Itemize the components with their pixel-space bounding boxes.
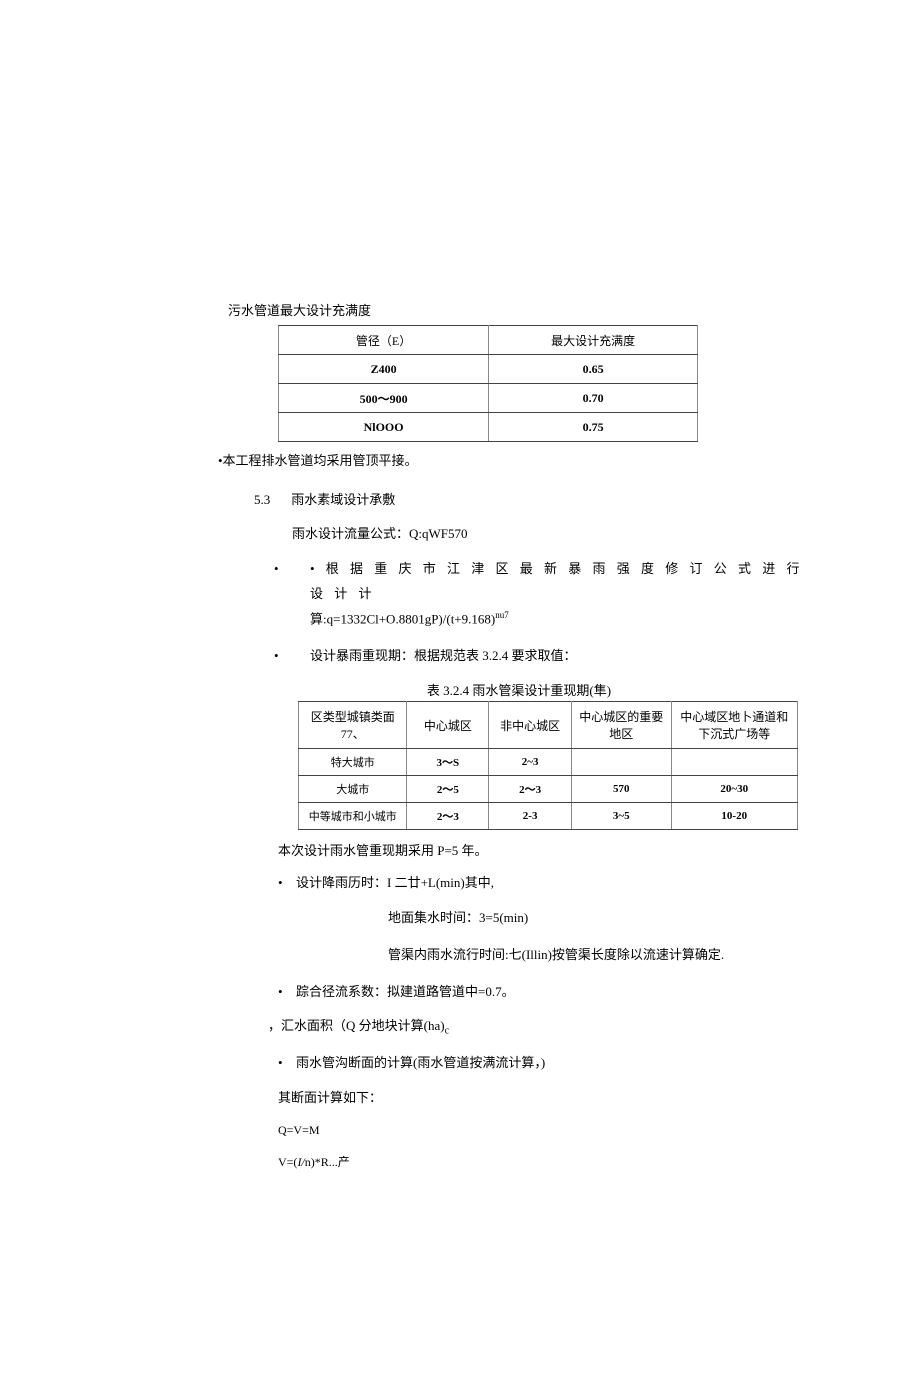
table-fill-degree: 管径（E） 最大设计充满度 Z400 0.65 500～900 0.70 NlO… xyxy=(278,325,698,442)
section2-heading: 5.3 雨水素域设计承敷 xyxy=(254,489,810,508)
table-return-period: 区类型城镇类面 77、 中心城区 非中心城区 中心城区的重要地区 中心域区地卜通… xyxy=(298,701,798,830)
table-cell: 0.70 xyxy=(489,384,698,413)
bullet-icon: • xyxy=(278,980,296,1005)
table-header-cell: 管径（E） xyxy=(279,326,489,355)
runoff-text: 踪合径流系数：拟建道路管道中=0.7。 xyxy=(296,984,515,999)
table-cell: 大城市 xyxy=(299,776,407,803)
table-row: 特大城市 3～S 2~3 xyxy=(299,749,798,776)
formula-v: V=(I/n)*R...产 xyxy=(278,1152,810,1174)
after-table-text: 本次设计雨水管重现期采用 P=5 年。 xyxy=(278,840,810,859)
table-cell: 特大城市 xyxy=(299,749,407,776)
section-title: 雨水素域设计承敷 xyxy=(291,492,395,507)
table-header-cell: 区类型城镇类面 77、 xyxy=(299,702,407,749)
table-cell: Z400 xyxy=(279,355,489,384)
runoff-bullet: •踪合径流系数：拟建道路管道中=0.7。 xyxy=(278,980,810,1005)
table-cell xyxy=(671,749,797,776)
table-row: Z400 0.65 xyxy=(279,355,698,384)
table-row: 管径（E） 最大设计充满度 xyxy=(279,326,698,355)
table-header-cell: 非中心城区 xyxy=(489,702,572,749)
table-cell: 2-3 xyxy=(489,803,572,830)
table-header-cell: 中心城区的重要地区 xyxy=(572,702,672,749)
table-row: NlOOO 0.75 xyxy=(279,413,698,442)
table-cell: NlOOO xyxy=(279,413,489,442)
table-header-cell: 最大设计充满度 xyxy=(489,326,698,355)
calc-sup: nu7 xyxy=(495,610,509,620)
bullet-icon: • xyxy=(278,1051,296,1076)
section-calc-text: 雨水管沟断面的计算(雨水管道按满流计算，) xyxy=(296,1055,545,1070)
section-calc-bullet: •雨水管沟断面的计算(雨水管道按满流计算，) xyxy=(278,1051,810,1076)
col-label: 管径（E） xyxy=(356,334,411,348)
table-cell: 500～900 xyxy=(279,384,489,413)
calc-bullet: •• 根 据 重 庆 市 江 津 区 最 新 暴 雨 强 度 修 订 公 式 进… xyxy=(292,557,810,631)
catchment-sub: c xyxy=(445,1026,449,1037)
catchment-text: ，汇水面积（Q 分地块计算(ha) xyxy=(268,1018,445,1033)
table-row: 中等城市和小城市 2～3 2-3 3~5 10-20 xyxy=(299,803,798,830)
table-cell: 3～S xyxy=(407,749,489,776)
table-cell: 0.65 xyxy=(489,355,698,384)
table-cell: 20~30 xyxy=(671,776,797,803)
rain-duration-bullet: •设计降雨历时：I 二廿+L(min)其中, xyxy=(278,871,810,896)
calc-text-spread: • 根 据 重 庆 市 江 津 区 最 新 暴 雨 强 度 修 订 公 式 进 … xyxy=(310,561,804,601)
table-cell: 0.75 xyxy=(489,413,698,442)
rain-duration-text: 设计降雨历时：I 二廿+L(min)其中, xyxy=(296,875,494,890)
bullet-icon: • xyxy=(292,557,310,582)
table-cell: 570 xyxy=(572,776,672,803)
flow-formula: 雨水设计流量公式：Q:qWF570 xyxy=(292,522,810,545)
table-row: 区类型城镇类面 77、 中心城区 非中心城区 中心城区的重要地区 中心域区地卜通… xyxy=(299,702,798,749)
table-cell: 10-20 xyxy=(671,803,797,830)
table-row: 500～900 0.70 xyxy=(279,384,698,413)
section1-title: 污水管道最大设计充满度 xyxy=(228,300,810,319)
bullet-icon: • xyxy=(292,644,310,669)
table2-caption: 表 3.2.4 雨水管渠设计重现期(隼) xyxy=(228,680,810,699)
formula-q: Q=V=M xyxy=(278,1120,810,1142)
table-header-cell: 中心城区 xyxy=(407,702,489,749)
table-row: 大城市 2～5 2～3 570 20~30 xyxy=(299,776,798,803)
section-number: 5.3 xyxy=(254,492,288,508)
catchment-line: ，汇水面积（Q 分地块计算(ha)c xyxy=(268,1014,810,1041)
formula-v-b: I/ xyxy=(297,1155,304,1169)
section-calc-title: 其断面计算如下： xyxy=(278,1086,810,1111)
bullet-icon: • xyxy=(278,871,296,896)
period-text: 设计暴雨重现期：根据规范表 3.2.4 要求取值： xyxy=(310,648,577,663)
period-bullet: •设计暴雨重现期：根据规范表 3.2.4 要求取值： xyxy=(292,644,810,669)
calc-formula: 算:q=1332Cl+O.8801gP)/(t+9.168) xyxy=(310,611,495,626)
pipe-time: 管渠内雨水流行时间:七(Illin)按管渠长度除以流速计算确定. xyxy=(388,943,810,968)
table-cell: 3~5 xyxy=(572,803,672,830)
ground-time: 地面集水时间：3=5(min) xyxy=(388,906,810,931)
table-cell xyxy=(572,749,672,776)
table-cell: 中等城市和小城市 xyxy=(299,803,407,830)
formula-v-c: n)*R...产 xyxy=(305,1155,350,1169)
table-header-cell: 中心域区地卜通道和下沉式广场等 xyxy=(671,702,797,749)
table-cell: 2～5 xyxy=(407,776,489,803)
table-cell: 2～3 xyxy=(407,803,489,830)
formula-v-a: V=( xyxy=(278,1155,297,1169)
table-cell: 2～3 xyxy=(489,776,572,803)
note-pipe-connection: •本工程排水管道均采用管顶平接。 xyxy=(218,450,810,469)
table-cell: 2~3 xyxy=(489,749,572,776)
